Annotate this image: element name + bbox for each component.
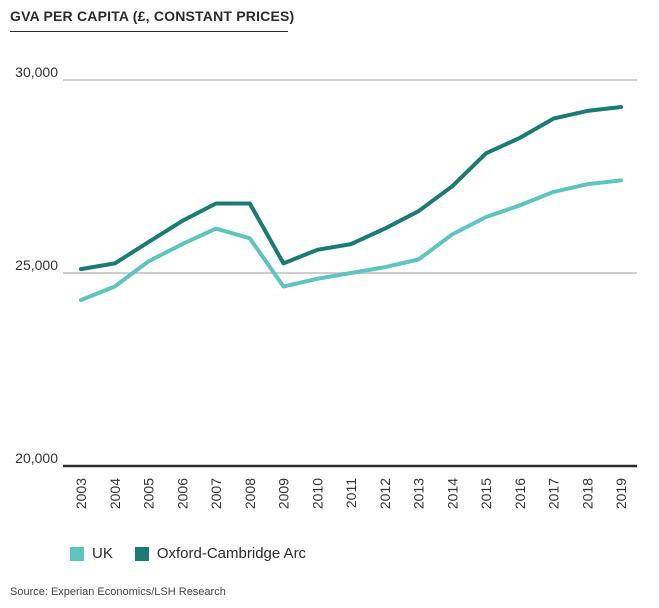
x-tick-label: 2013 [411, 478, 427, 509]
x-tick-label: 2019 [613, 478, 629, 509]
legend-label-uk: UK [92, 545, 113, 562]
y-tick-label: 25,000 [15, 257, 58, 273]
legend-label-oxford-cambridge: Oxford-Cambridge Arc [156, 545, 307, 562]
series-line-oxford-cambridge [79, 105, 623, 272]
x-tick-label: 2018 [579, 478, 595, 509]
series-line-uk [79, 178, 623, 302]
legend-swatch-uk [70, 546, 84, 561]
x-tick-label: 2004 [107, 478, 123, 509]
x-tick-label: 2005 [141, 478, 157, 509]
legend-swatch-oxford-cambridge [134, 546, 149, 561]
source-note: Source: Experian Economics/LSH Research [10, 586, 226, 598]
x-tick-label: 2012 [377, 478, 393, 509]
x-tick-label: 2008 [242, 478, 258, 509]
x-tick-label: 2010 [309, 478, 325, 509]
x-tick-label: 2003 [73, 478, 89, 509]
y-tick-label: 30,000 [15, 64, 58, 80]
x-tick-label: 2009 [276, 478, 292, 509]
x-tick-label: 2016 [512, 478, 528, 509]
legend: UK Oxford-Cambridge Arc [70, 545, 328, 562]
x-tick-label: 2017 [546, 478, 562, 509]
legend-item-oxford-cambridge: Oxford-Cambridge Arc [134, 545, 307, 562]
x-tick-label: 2006 [174, 478, 190, 509]
x-tick-label: 2011 [343, 478, 359, 508]
y-tick-label: 20,000 [15, 450, 58, 466]
x-tick-label: 2014 [444, 478, 460, 509]
x-tick-label: 2007 [208, 478, 224, 509]
x-tick-label: 2015 [478, 478, 494, 509]
legend-item-uk: UK [70, 545, 113, 562]
title-underline [10, 31, 288, 32]
line-chart: 20,000 25,000 30,000 2003 2004 2005 2006 2007 2… [15, 64, 637, 509]
chart-title: GVA PER CAPITA (£, CONSTANT PRICES) [10, 8, 295, 24]
